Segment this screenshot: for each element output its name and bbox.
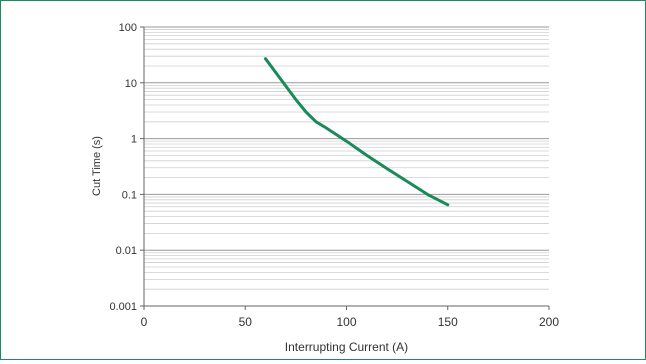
y-tick-label: 0.001 <box>109 301 137 313</box>
series-layer <box>264 57 450 207</box>
x-tick-label: 150 <box>438 315 458 329</box>
series-line <box>264 57 450 207</box>
x-tick-labels: 0 50 100 150 200 <box>141 306 559 329</box>
y-tick-label: 10 <box>125 78 137 90</box>
major-gridlines <box>144 26 549 251</box>
x-tick-label: 50 <box>239 315 253 329</box>
y-tick-label: 0.1 <box>122 189 137 201</box>
minor-gridlines <box>144 29 549 290</box>
x-axis-label: Interrupting Current (A) <box>285 340 408 354</box>
y-tick-label: 100 <box>119 22 137 34</box>
x-tick-label: 100 <box>336 315 356 329</box>
y-tick-label: 1 <box>131 134 137 146</box>
x-tick-label: 200 <box>539 315 559 329</box>
x-tick-label: 0 <box>141 315 148 329</box>
y-tick-labels: 100 10 1 0.1 0.01 0.001 <box>109 22 144 313</box>
y-tick-label: 0.01 <box>116 245 137 257</box>
y-axis-label: Cut Time (s) <box>91 136 103 196</box>
axes <box>143 27 549 307</box>
